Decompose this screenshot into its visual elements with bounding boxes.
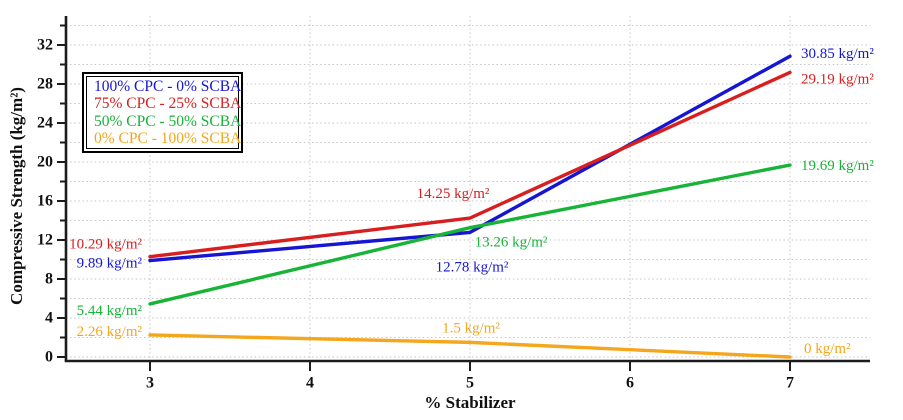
legend-item: 50% CPC - 50% SCBA bbox=[94, 112, 242, 130]
data-label: 14.25 kg/m² bbox=[417, 186, 490, 202]
y-tick-label: 0 bbox=[45, 349, 53, 366]
y-tick-label: 16 bbox=[37, 193, 53, 210]
x-tick-label: 5 bbox=[466, 375, 474, 392]
x-tick-label: 6 bbox=[626, 375, 634, 392]
data-label: 29.19 kg/m² bbox=[801, 71, 874, 87]
data-label: 9.89 kg/m² bbox=[77, 256, 143, 272]
legend-item: 75% CPC - 25% SCBA bbox=[94, 95, 242, 112]
legend-list: 100% CPC - 0% SCBA 75% CPC - 25% SCBA 50% … bbox=[86, 76, 242, 149]
y-axis-title: Compressive Strength (kg/m²) bbox=[7, 87, 26, 305]
series-line-3 bbox=[148, 333, 792, 359]
y-tick-label: 24 bbox=[37, 115, 53, 132]
data-label: 0 kg/m² bbox=[804, 341, 851, 357]
data-label: 12.78 kg/m² bbox=[436, 259, 509, 275]
y-tick-label: 32 bbox=[37, 37, 53, 54]
data-label: 13.26 kg/m² bbox=[475, 235, 548, 251]
y-tick-label: 28 bbox=[37, 76, 53, 93]
y-tick-label: 12 bbox=[37, 232, 53, 249]
x-tick-label: 7 bbox=[786, 375, 794, 392]
data-label: 1.5 kg/m² bbox=[442, 320, 500, 336]
y-tick-label: 4 bbox=[45, 310, 53, 327]
data-label: 30.85 kg/m² bbox=[801, 46, 874, 62]
series-line-0 bbox=[148, 54, 792, 263]
x-axis-title: % Stabilizer bbox=[424, 393, 516, 412]
y-tick-label: 20 bbox=[37, 154, 53, 171]
x-tick-label: 4 bbox=[306, 375, 314, 392]
data-label: 2.26 kg/m² bbox=[77, 324, 143, 340]
legend-item: 0% CPC - 100% SCBA bbox=[94, 130, 242, 147]
x-tick-label: 3 bbox=[146, 375, 154, 392]
series-line-1 bbox=[148, 70, 792, 259]
y-tick-label: 8 bbox=[45, 271, 53, 288]
data-label: 10.29 kg/m² bbox=[69, 237, 142, 253]
series-line-2 bbox=[148, 163, 792, 306]
data-label: 5.44 kg/m² bbox=[77, 303, 143, 319]
data-label: 19.69 kg/m² bbox=[801, 158, 874, 174]
legend: 100% CPC - 0% SCBA 75% CPC - 25% SCBA 50% … bbox=[82, 72, 243, 153]
legend-item: 100% CPC - 0% SCBA bbox=[94, 77, 242, 95]
